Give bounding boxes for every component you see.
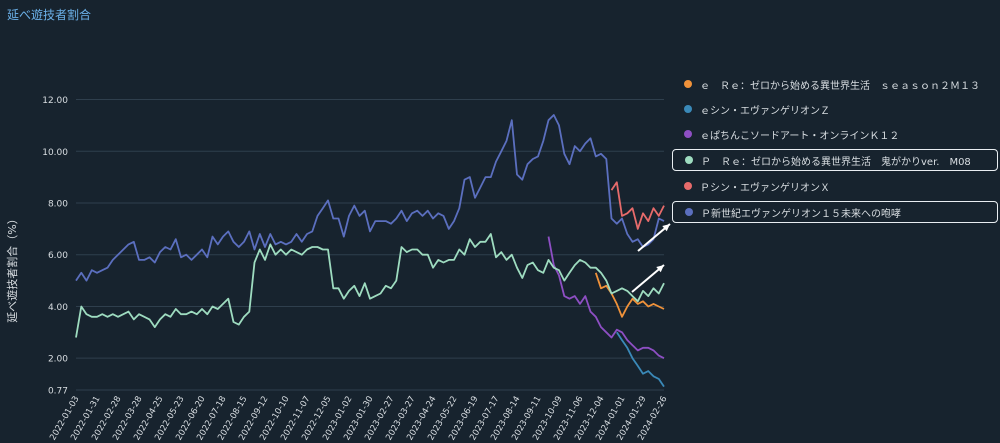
legend-dot-icon [684, 80, 692, 88]
legend-item-4[interactable]: Ｐ Ｒｅ：ゼロから始める異世界生活 鬼がかりver. M08 [672, 149, 998, 171]
legend-dot-icon [684, 182, 692, 190]
series-line-4 [75, 233, 665, 338]
legend-dot-icon [685, 156, 693, 164]
legend-dot-icon [684, 105, 692, 113]
legend-label: ｅシン・エヴァンゲリオンＺ [700, 105, 830, 117]
y-tick-label: 10.00 [42, 148, 68, 158]
trend-arrow-upper [637, 223, 671, 252]
legend-item-1[interactable]: ｅ Ｒｅ：ゼロから始める異世界生活 ｓｅａｓｏｎ２Ｍ１３ [672, 74, 998, 94]
y-axis-label: 延べ遊技者割合（%） [5, 213, 19, 322]
legend-dot-icon [684, 130, 692, 138]
legend-label: Ｐシン・エヴァンゲリオンＸ [700, 182, 830, 194]
series-lines [75, 114, 665, 388]
legend-item-2[interactable]: ｅシン・エヴァンゲリオンＺ [672, 99, 998, 119]
y-axis-ticks: 0.77 2.00 4.00 6.00 8.00 10.00 12.00 [42, 96, 68, 396]
series-line-1 [594, 272, 665, 318]
legend-dot-icon [685, 208, 693, 216]
legend-item-6[interactable]: Ｐ新世紀エヴァンゲリオン１５未来への咆哮 [672, 201, 998, 223]
annotation-arrows [631, 223, 671, 293]
legend-label: ｅ Ｒｅ：ゼロから始める異世界生活 ｓｅａｓｏｎ２Ｍ１３ [700, 80, 980, 92]
legend: ｅ Ｒｅ：ゼロから始める異世界生活 ｓｅａｓｏｎ２Ｍ１３ ｅシン・エヴァンゲリオン… [672, 74, 998, 228]
series-line-5 [610, 181, 665, 230]
legend-label: Ｐ新世紀エヴァンゲリオン１５未来への咆哮 [701, 208, 901, 220]
y-tick-label: 12.00 [42, 96, 68, 106]
y-tick-label: 0.77 [48, 387, 68, 397]
y-tick-label: 6.00 [48, 251, 68, 261]
y-tick-label: 4.00 [48, 303, 68, 313]
legend-item-3[interactable]: ｅぱちんこソードアート・オンラインＫ１２ [672, 124, 998, 144]
chart-title: 延べ遊技者割合 [7, 8, 92, 22]
gridlines [76, 99, 664, 391]
series-line-3 [547, 236, 665, 360]
trend-arrow-lower [631, 264, 665, 293]
y-tick-label: 8.00 [48, 199, 68, 209]
series-line-6 [75, 114, 665, 282]
series-line-2 [616, 331, 665, 388]
x-axis-ticks: 2022-01-032022-01-312022-02-282022-03-28… [48, 395, 669, 443]
legend-item-5[interactable]: Ｐシン・エヴァンゲリオンＸ [672, 176, 998, 196]
legend-label: Ｐ Ｒｅ：ゼロから始める異世界生活 鬼がかりver. M08 [701, 156, 971, 168]
legend-label: ｅぱちんこソードアート・オンラインＫ１２ [700, 130, 900, 142]
y-tick-label: 2.00 [48, 355, 68, 365]
